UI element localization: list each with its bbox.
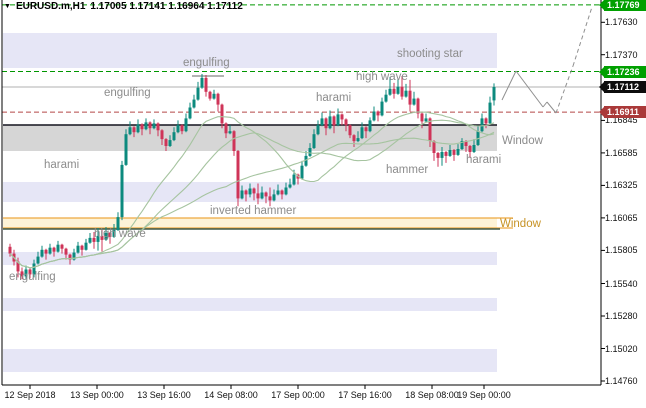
time-axis-label: 13 Sep 00:00 xyxy=(70,390,124,400)
price-axis-tick-label: 1.16585 xyxy=(605,147,638,158)
moving-averages-layer xyxy=(9,111,495,269)
annotation-inverted-hammer: inverted hammer xyxy=(210,205,297,217)
time-axis-label: 19 Sep 00:00 xyxy=(457,390,511,400)
annotation-harami: harami xyxy=(44,159,80,171)
price-axis-tick-label: 1.15805 xyxy=(605,245,638,256)
projection-line xyxy=(501,6,593,114)
candles-layer xyxy=(8,74,496,280)
price-axis-tick-label: 1.15020 xyxy=(605,343,638,354)
price-axis-tick-label: 1.17370 xyxy=(605,49,638,60)
price-axis-tick-label: 1.16065 xyxy=(605,212,638,223)
annotation-shooting-star: shooting star xyxy=(397,48,463,60)
symbol-period-label: EURUSD.m,H1 xyxy=(15,1,86,12)
annotation-engulfing: engulfing xyxy=(9,271,56,283)
time-axis-label: 18 Sep 08:00 xyxy=(405,390,459,400)
annotation-window: Window xyxy=(502,135,543,147)
price-axis-tick-label: 1.14760 xyxy=(605,376,638,386)
annotation-engulfing: engulfing xyxy=(183,57,230,69)
annotation-engulfing: engulfing xyxy=(104,87,151,99)
annotation-high-wave: high wave xyxy=(356,71,408,83)
price-axis-tick-label: 1.16325 xyxy=(605,180,638,191)
time-axis-label: 13 Sep 16:00 xyxy=(137,390,191,400)
price-badge-resistance-lower: 1.17236 xyxy=(599,65,646,78)
annotation-window: Window xyxy=(500,218,541,230)
price-badge-resistance-upper: 1.17769 xyxy=(599,0,646,11)
price-axis-tick-label: 1.17630 xyxy=(605,17,638,28)
price-axis-tick-label: 1.15280 xyxy=(605,311,638,321)
price-badge-current-price: 1.17112 xyxy=(599,81,646,93)
price-axis-tick-label: 1.16845 xyxy=(605,115,638,126)
price-axis-tick-label: 1.15540 xyxy=(605,278,638,289)
time-axis-label: 17 Sep 00:00 xyxy=(271,390,325,400)
time-axis-label: 12 Sep 2018 xyxy=(4,390,56,400)
time-axis-label: 17 Sep 16:00 xyxy=(338,390,392,400)
chart-title: ▼ EURUSD.m,H1 1.17005 1.17141 1.16964 1.… xyxy=(4,1,243,12)
annotation-hammer: hammer xyxy=(386,164,429,176)
ohlc-readout: 1.17005 1.17141 1.16964 1.17112 xyxy=(90,1,243,12)
annotation-harami: harami xyxy=(316,92,352,104)
axes xyxy=(1,0,605,389)
levels-layer xyxy=(2,4,601,230)
annotation-harami: harami xyxy=(466,154,502,166)
time-axis-label: 14 Sep 08:00 xyxy=(204,390,258,400)
annotation-high-wave: high wave xyxy=(94,228,146,240)
price-badge-support: 1.16911 xyxy=(599,106,646,119)
symbol-dropdown-icon[interactable]: ▼ xyxy=(4,3,11,10)
